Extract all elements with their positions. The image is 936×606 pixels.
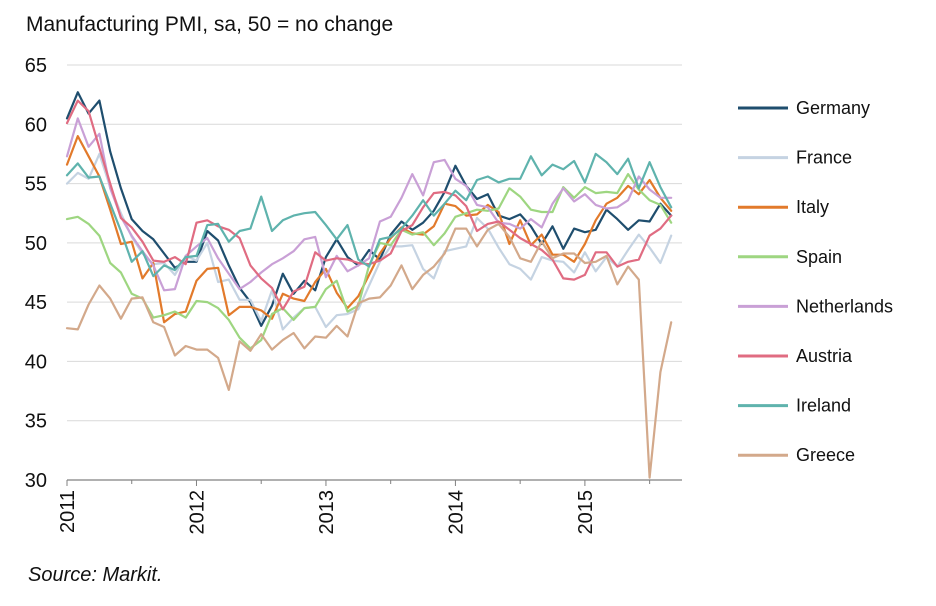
line-chart: 30 35 40 45 50 55 60 65 2011 2012 2013 2014 2015 Ger… — [25, 55, 893, 535]
legend-label-netherlands: Netherlands — [796, 296, 893, 316]
y-tick-label: 60 — [25, 114, 47, 136]
y-tick-label: 55 — [25, 174, 47, 196]
y-tick-label: 45 — [25, 292, 47, 314]
y-tick-label: 30 — [25, 470, 47, 492]
chart-title: Manufacturing PMI, sa, 50 = no change — [26, 13, 394, 36]
x-tick-label: 2014 — [445, 490, 467, 535]
y-tick-label: 50 — [25, 233, 47, 255]
series-line-france — [65, 152, 673, 331]
axes: 30 35 40 45 50 55 60 65 2011 2012 2013 2014 2015 — [25, 55, 682, 535]
legend-label-france: France — [796, 148, 852, 168]
series-lines — [65, 91, 673, 479]
y-tick-label: 65 — [25, 55, 47, 77]
series-line-greece — [65, 222, 673, 479]
y-tick-label: 35 — [25, 411, 47, 433]
x-tick-label: 2013 — [316, 490, 338, 535]
x-tick-label: 2015 — [575, 490, 597, 535]
series-line-italy — [65, 135, 673, 324]
series-line-germany — [65, 91, 673, 327]
legend-label-spain: Spain — [796, 247, 842, 267]
legend-label-greece: Greece — [796, 445, 855, 465]
x-tick-label: 2011 — [57, 490, 79, 533]
series-line-netherlands — [65, 117, 673, 292]
series-line-ireland — [65, 152, 673, 278]
x-tick-label: 2012 — [186, 490, 208, 535]
chart-source: Source: Markit. — [28, 564, 163, 586]
legend-label-ireland: Ireland — [796, 396, 851, 416]
y-tick-label: 40 — [25, 351, 47, 373]
legend-label-germany: Germany — [796, 98, 870, 118]
legend: Germany France Italy Spain Netherlands Austri… — [738, 98, 893, 465]
legend-label-austria: Austria — [796, 346, 853, 366]
legend-label-italy: Italy — [796, 197, 829, 217]
